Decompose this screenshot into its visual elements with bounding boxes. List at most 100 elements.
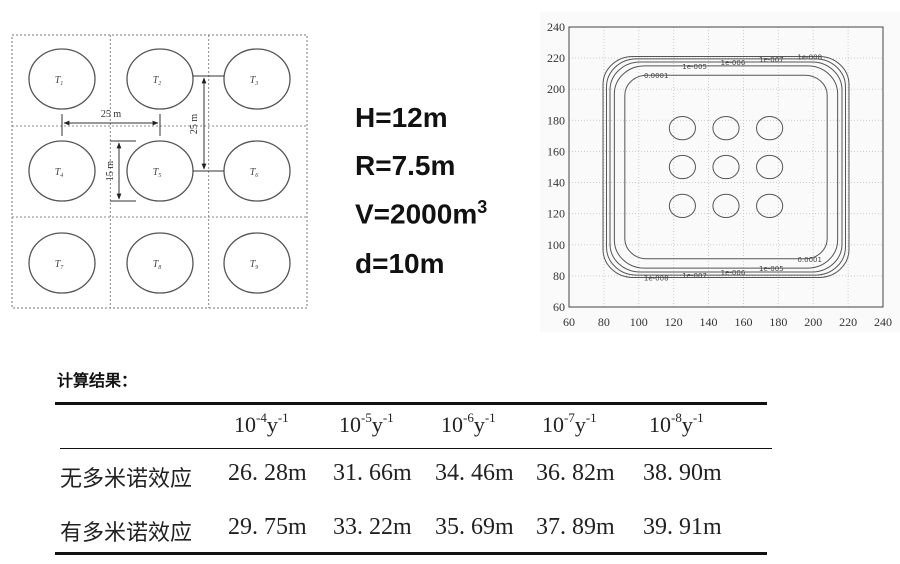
tank-circle — [223, 140, 291, 202]
table-cell: 26. 28m — [228, 460, 307, 486]
table-cell: 35. 69m — [435, 514, 514, 540]
contour-label: 1e-007 — [759, 56, 784, 64]
header-unit-exp: -1 — [585, 410, 597, 425]
dim-label-vertical: 25 m — [189, 114, 200, 135]
contour-label: 1e-005 — [759, 265, 784, 273]
y-tick-label: 120 — [547, 207, 565, 221]
y-tick-label: 60 — [553, 300, 565, 314]
column-header: 10-6y-1 — [441, 410, 496, 438]
x-tick-label: 240 — [874, 315, 892, 329]
contour-label: 1e-006 — [721, 59, 746, 67]
x-tick-label: 200 — [804, 315, 822, 329]
tank-label-index: 9 — [255, 265, 258, 271]
header-unit-exp: -1 — [692, 410, 704, 425]
table-cell: 39. 91m — [643, 514, 722, 540]
tank-label: T2 — [153, 75, 162, 87]
table-cell: 29. 75m — [228, 514, 307, 540]
row-label: 有多米诺效应 — [60, 521, 193, 546]
contour-line — [609, 61, 843, 273]
tank-label-index: 5 — [158, 173, 161, 179]
contour-line — [606, 58, 846, 276]
header-base: 10 — [339, 412, 361, 437]
tank-label: T1 — [55, 75, 64, 87]
x-tick-label: 60 — [563, 315, 575, 329]
tank-circle — [126, 140, 194, 202]
dim-label-diameter: 15 m — [105, 161, 116, 182]
header-unit: y — [371, 412, 383, 437]
header-exp: -7 — [564, 410, 575, 425]
tank-label-index: 7 — [60, 265, 64, 271]
header-base: 10 — [542, 412, 564, 437]
column-header: 10-5y-1 — [339, 410, 394, 438]
tank-contour-circle — [668, 115, 696, 141]
contour-label: 0.0001 — [797, 256, 822, 264]
x-tick-label: 140 — [700, 315, 718, 329]
tank-contour-circle — [756, 193, 784, 219]
tank-contour-circle — [756, 154, 784, 180]
tank-label-index: 6 — [255, 173, 258, 179]
tank-label: T5 — [153, 167, 162, 179]
tank-circle — [28, 48, 96, 110]
tank-label-index: 3 — [254, 81, 258, 87]
x-tick-label: 80 — [598, 315, 610, 329]
header-exp: -8 — [671, 410, 682, 425]
x-tick-label: 160 — [734, 315, 752, 329]
y-tick-label: 160 — [547, 144, 565, 158]
header-unit: y — [574, 412, 586, 437]
tank-label: T9 — [250, 259, 259, 271]
x-tick-label: 120 — [665, 315, 683, 329]
row-label: 无多米诺效应 — [60, 467, 193, 492]
table-top-rule — [55, 402, 767, 405]
param-height: H=12m — [355, 102, 448, 134]
tank-label: T4 — [55, 167, 64, 179]
param-volume-sup: 3 — [477, 197, 488, 217]
param-height-text: H=12m — [355, 102, 448, 133]
table-cell: 34. 46m — [435, 460, 514, 486]
param-volume: V=2000m3 — [355, 197, 487, 230]
tank-grid: T1 T2 T3 T4 T5 T6 T7 T8 T9 25 m 25 m 15 m — [11, 34, 308, 309]
header-base: 10 — [234, 412, 256, 437]
y-tick-label: 140 — [547, 176, 565, 190]
tank-label: T6 — [250, 167, 259, 179]
tank-circle — [126, 232, 194, 294]
tank-contour-circle — [712, 154, 740, 180]
tank-contour-circle — [712, 193, 740, 219]
results-title: 计算结果： — [57, 371, 138, 390]
contour-label: 1e-008 — [644, 274, 669, 282]
header-unit: y — [473, 412, 485, 437]
y-tick-label: 200 — [547, 82, 565, 96]
param-radius-text: R=7.5m — [355, 150, 456, 181]
y-tick-label: 80 — [553, 269, 565, 283]
header-unit-exp: -1 — [484, 410, 496, 425]
dim-label-horizontal: 25 m — [101, 109, 122, 120]
tank-circle — [223, 48, 291, 110]
contour-label: 1e-008 — [797, 54, 822, 62]
tank-label: T3 — [250, 75, 259, 87]
header-exp: -6 — [463, 410, 474, 425]
contour-label: 1e-006 — [721, 269, 746, 277]
param-volume-text: V=2000m — [355, 198, 478, 230]
param-distance: d=10m — [355, 248, 445, 280]
table-bottom-rule — [55, 552, 767, 555]
table-cell: 38. 90m — [643, 460, 722, 486]
param-radius: R=7.5m — [355, 150, 455, 182]
header-base: 10 — [441, 412, 463, 437]
contour-label: 0.0001 — [644, 72, 669, 80]
x-tick-label: 100 — [630, 315, 648, 329]
tank-label-index: 4 — [60, 172, 63, 179]
x-tick-label: 220 — [839, 315, 857, 329]
contour-line — [613, 65, 839, 269]
table-header-rule — [60, 448, 772, 449]
tank-label: T7 — [55, 259, 65, 271]
header-base: 10 — [649, 412, 671, 437]
x-tick-label: 180 — [769, 315, 787, 329]
contour-label: 1e-005 — [682, 63, 707, 71]
tank-label-index: 2 — [158, 81, 161, 87]
header-exp: -5 — [361, 410, 372, 425]
header-unit: y — [266, 412, 278, 437]
header-exp: -4 — [256, 410, 267, 425]
contour-line — [624, 74, 828, 260]
contour-line — [602, 56, 850, 278]
y-tick-label: 100 — [547, 238, 565, 252]
